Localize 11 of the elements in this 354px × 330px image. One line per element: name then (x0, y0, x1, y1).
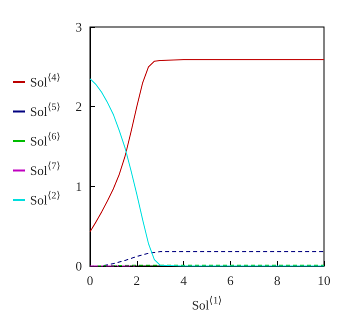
x-tick-label: 10 (318, 273, 330, 288)
y-tick-label: 0 (76, 258, 82, 274)
x-tick-label: 6 (227, 273, 234, 288)
y-tick-label: 3 (76, 20, 82, 34)
y-tick-label: 2 (76, 99, 82, 114)
x-tick-label: 8 (274, 273, 280, 288)
line-series (90, 59, 324, 232)
x-tick-label: 0 (86, 273, 94, 288)
y-tick-label: 1 (76, 178, 82, 194)
x-tick-label: 2 (134, 273, 140, 288)
x-tick-label: 4 (180, 273, 188, 288)
